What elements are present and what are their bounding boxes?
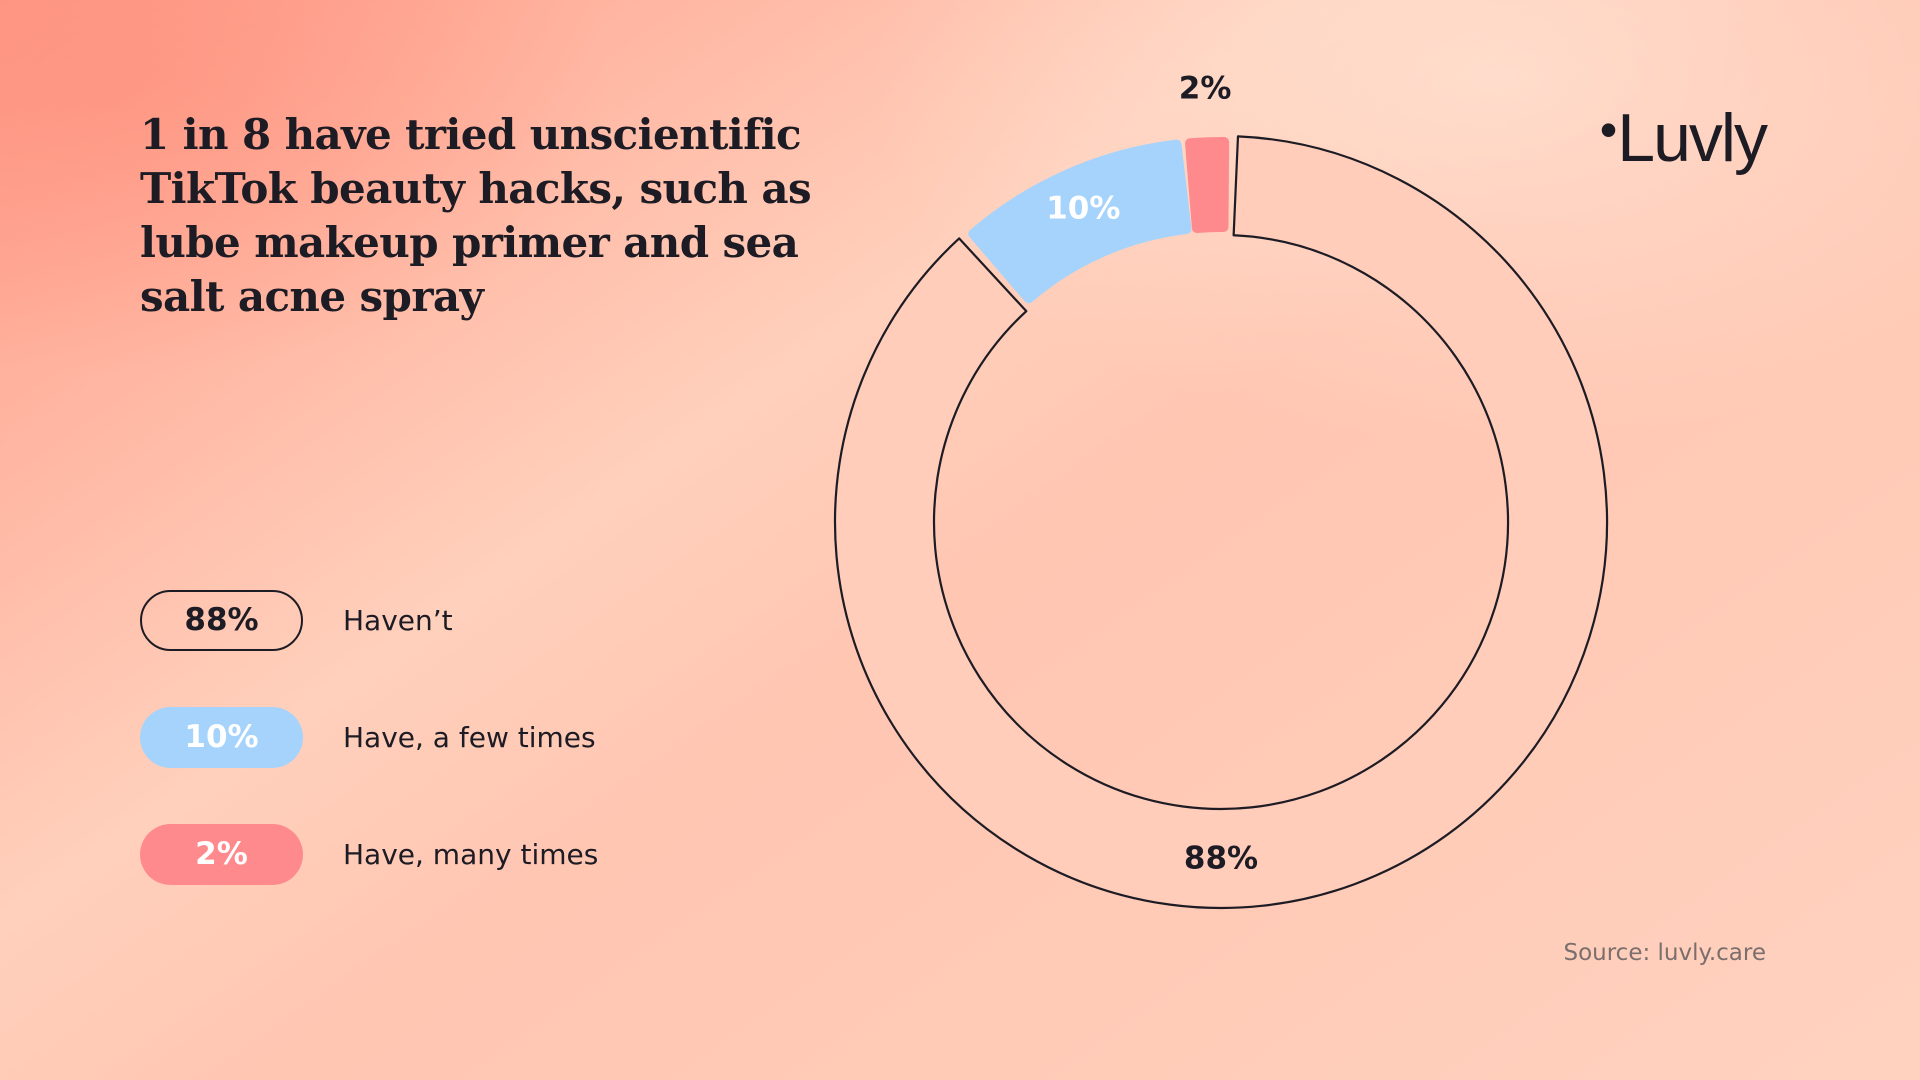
donut-slice-havent	[833, 135, 1609, 910]
legend-item-havent: 88% Haven’t	[140, 589, 598, 651]
chart-legend: 88% Haven’t 10% Have, a few times 2% Hav…	[140, 589, 598, 940]
legend-value-badge-few-times: 10%	[140, 706, 303, 768]
legend-label-havent: Haven’t	[343, 603, 453, 637]
luvly-logo: •Luvly	[1599, 102, 1768, 172]
legend-value-badge-havent: 88%	[140, 589, 303, 651]
donut-label-havent: 88%	[1184, 841, 1258, 877]
donut-label-many-times: 2%	[1179, 70, 1232, 106]
donut-slice-many-times	[1185, 137, 1230, 233]
legend-item-few-times: 10% Have, a few times	[140, 706, 598, 768]
source-note: Source: luvly.care	[1563, 940, 1766, 966]
legend-label-many-times: Have, many times	[343, 837, 599, 871]
legend-value-badge-many-times: 2%	[140, 823, 303, 885]
logo-text: Luvly	[1617, 100, 1768, 176]
legend-item-many-times: 2% Have, many times	[140, 823, 598, 885]
legend-label-few-times: Have, a few times	[343, 720, 596, 754]
logo-dot-icon: •	[1599, 102, 1617, 158]
donut-label-few-times: 10%	[1046, 190, 1120, 226]
chart-title: 1 in 8 have tried unscientific TikTok be…	[140, 110, 812, 321]
donut-slice-few-times	[968, 139, 1192, 304]
